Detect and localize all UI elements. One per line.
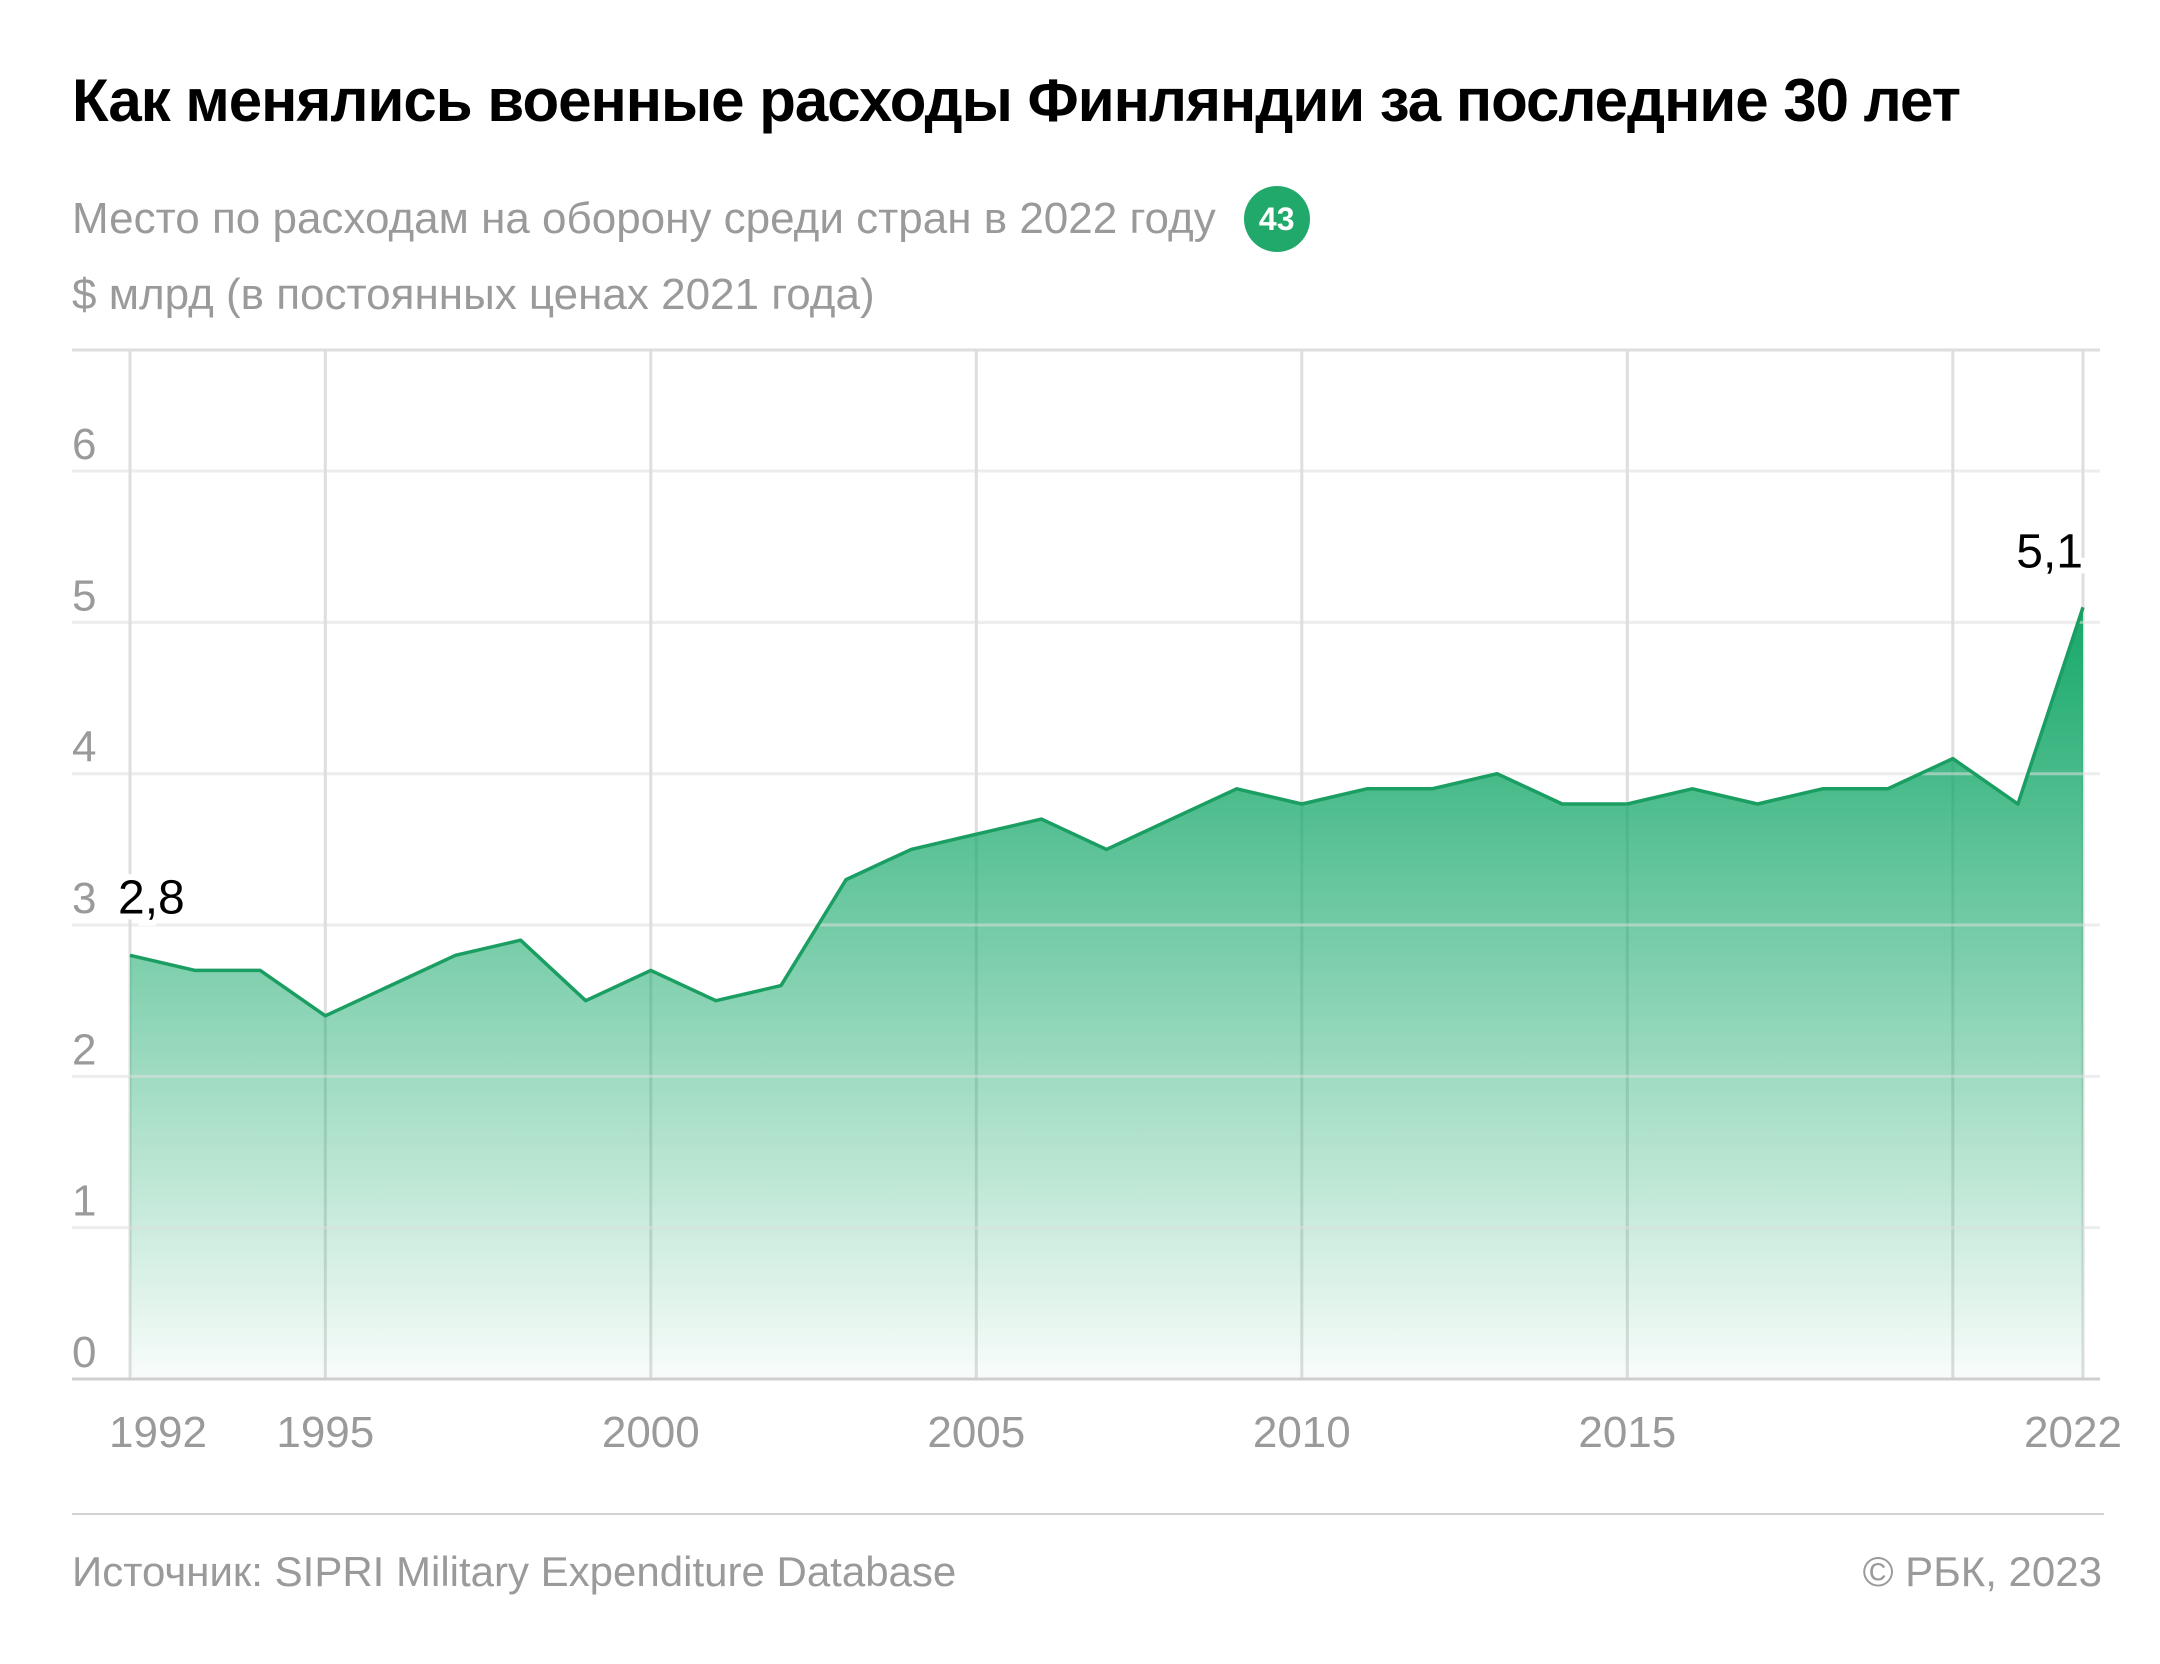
y-tick-label: 6 [72, 420, 96, 469]
series-line [129, 606, 2085, 1018]
y-tick-label: 5 [72, 571, 96, 620]
chart-subtitle: Место по расходам на оборону среди стран… [72, 186, 1310, 252]
area-fill [130, 607, 2083, 1379]
source-note: Источник: SIPRI Military Expenditure Dat… [72, 1548, 957, 1595]
y-tick-label: 4 [72, 723, 96, 772]
x-tick-label: 1995 [276, 1408, 374, 1457]
x-tick-label: 1992 [109, 1408, 207, 1457]
subtitle-text: Место по расходам на оборону среди стран… [72, 194, 1216, 243]
y-tick-label: 2 [72, 1025, 96, 1074]
x-tick-label: 2000 [602, 1408, 700, 1457]
y-tick-label: 1 [72, 1177, 96, 1226]
chart-title: Как менялись военные расходы Финляндии з… [72, 67, 1961, 134]
x-tick-label: 2022 [2024, 1408, 2122, 1457]
data-label: 5,1 [2016, 525, 2083, 578]
copyright: © РБК, 2023 [1862, 1548, 2102, 1595]
footer-divider [72, 1513, 2104, 1515]
data-label: 2,8 [118, 871, 185, 924]
unit-label: $ млрд (в постоянных ценах 2021 года) [72, 270, 875, 319]
area-chart: 0 1 2 3 4 5 6 1992 1995 2000 2005 2010 2015 2022 2,8 5,… [72, 348, 2122, 1457]
y-tick-label: 3 [72, 874, 96, 923]
x-tick-label: 2005 [927, 1408, 1025, 1457]
rank-badge: 43 [1243, 186, 1310, 252]
x-tick-label: 2010 [1253, 1408, 1351, 1457]
y-tick-label: 0 [72, 1328, 96, 1377]
x-tick-label: 2015 [1578, 1408, 1676, 1457]
